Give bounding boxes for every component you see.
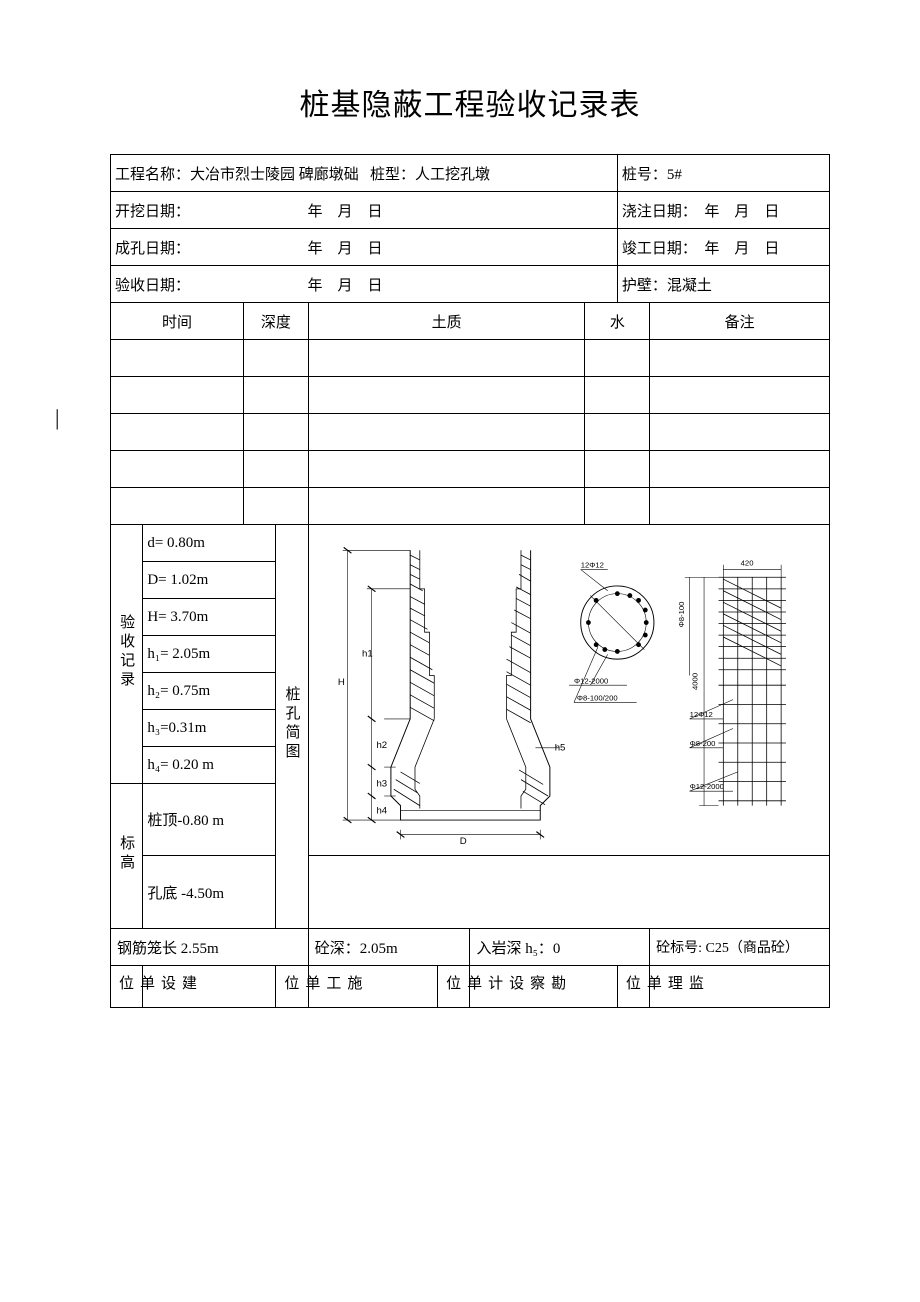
svg-text:Φ8-200: Φ8-200	[689, 739, 715, 748]
param-bottom: 孔底 -4.50m	[143, 856, 276, 929]
svg-text:h3: h3	[376, 778, 387, 789]
pour-date: 浇注日期： 年 月 日	[617, 192, 829, 229]
svg-text:h4: h4	[376, 805, 387, 816]
svg-text:h1: h1	[362, 648, 373, 659]
svg-text:Φ12-2000: Φ12-2000	[574, 676, 608, 685]
th-note: 备注	[650, 303, 830, 340]
label-record: 验收记录	[111, 525, 143, 784]
accept-date: 验收日期： 年 月 日	[111, 266, 618, 303]
sig-supervise-label: 监理单位	[617, 966, 649, 1008]
pile-diagram: H h1 h2 h3 h4 h5 D 12Φ12 Φ12-2000 Φ8-100…	[309, 525, 829, 855]
svg-text:h2: h2	[376, 740, 387, 751]
pile-no-cell: 桩号：5#	[617, 155, 829, 192]
param-h4: h₄= 0.20 m	[143, 747, 276, 784]
svg-text:Φ8-100/200: Φ8-100/200	[577, 694, 618, 703]
param-h3: h₃=0.31m	[143, 710, 276, 747]
page-title: 桩基隐蔽工程验收记录表	[110, 80, 830, 124]
th-time: 时间	[111, 303, 244, 340]
record-table: 工程名称：大冶市烈士陵园 碑廊墩础 桩型：人工挖孔墩 桩号：5# 开挖日期： 年…	[110, 154, 830, 1008]
label-elev: 标高	[111, 784, 143, 929]
complete-date: 竣工日期： 年 月 日	[617, 229, 829, 266]
svg-text:D: D	[459, 836, 466, 847]
text-cursor: |	[55, 405, 59, 431]
th-depth: 深度	[244, 303, 309, 340]
svg-text:420: 420	[740, 559, 753, 568]
sig-survey-label: 勘察设计单位	[438, 966, 470, 1008]
svg-text:12Φ12: 12Φ12	[689, 710, 712, 719]
svg-text:Φ12-2000: Φ12-2000	[689, 782, 723, 791]
project-cell: 工程名称：大冶市烈士陵园 碑廊墩础 桩型：人工挖孔墩	[111, 155, 618, 192]
sig-construct-label: 施工单位	[276, 966, 308, 1008]
sig-build-label: 建设单位	[111, 966, 143, 1008]
svg-text:4000: 4000	[690, 673, 699, 690]
excavate-date: 开挖日期： 年 月 日	[111, 192, 618, 229]
param-D: D= 1.02m	[143, 562, 276, 599]
param-h1: h₁= 2.05m	[143, 636, 276, 673]
param-top: 桩顶-0.80 m	[143, 784, 276, 856]
param-d: d= 0.80m	[143, 525, 276, 562]
svg-text:12Φ12: 12Φ12	[580, 561, 603, 570]
rock-depth: 入岩深 h₅：0	[470, 929, 650, 966]
hole-date: 成孔日期： 年 月 日	[111, 229, 618, 266]
concrete-depth: 砼深：2.05m	[308, 929, 470, 966]
th-water: 水	[585, 303, 650, 340]
svg-text:h5: h5	[554, 743, 565, 754]
svg-text:Φ8-100: Φ8-100	[677, 602, 686, 628]
th-soil: 土质	[308, 303, 585, 340]
param-H: H= 3.70m	[143, 599, 276, 636]
svg-text:H: H	[338, 677, 345, 688]
wall-cell: 护壁：混凝土	[617, 266, 829, 303]
concrete-grade: 砼标号: C25（商品砼）	[650, 929, 830, 966]
param-h2: h₂= 0.75m	[143, 673, 276, 710]
diagram-cell: H h1 h2 h3 h4 h5 D 12Φ12 Φ12-2000 Φ8-100…	[308, 525, 829, 856]
label-sketch: 桩孔简图	[276, 525, 308, 929]
cage-cell: 钢筋笼长 2.55m	[111, 929, 309, 966]
diagram-extra	[308, 856, 829, 929]
